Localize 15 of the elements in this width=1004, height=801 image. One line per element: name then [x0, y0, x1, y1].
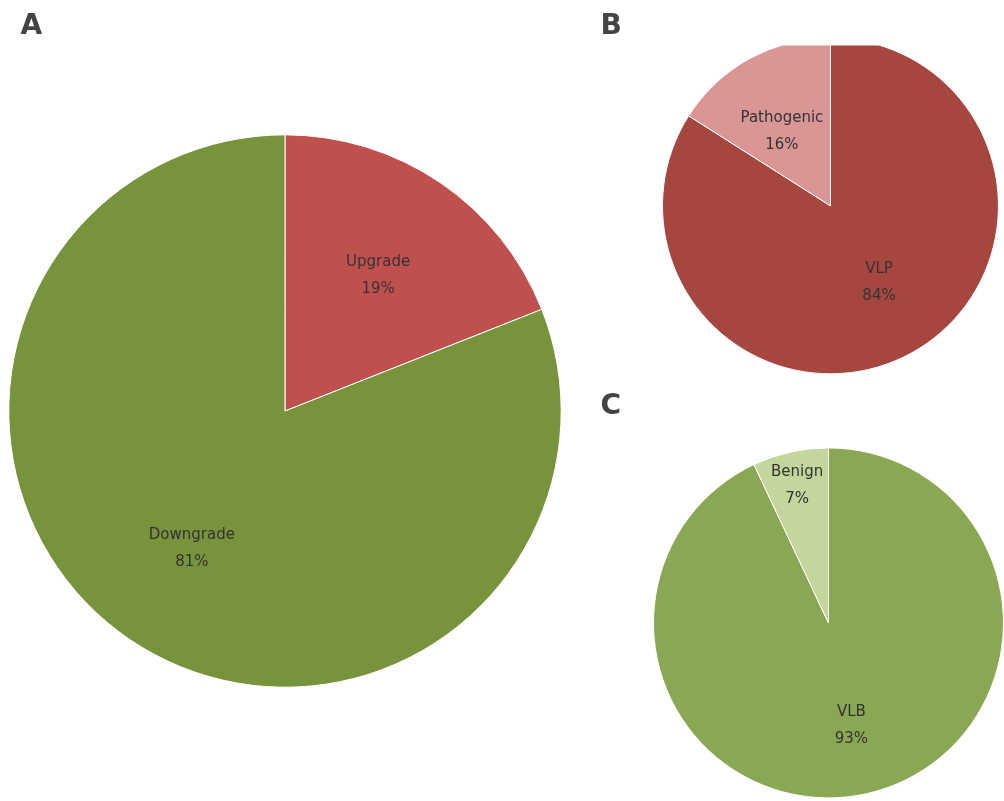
data-label: 19% [361, 279, 395, 298]
slice-label: VLP [865, 258, 893, 277]
slice-label: Benign [771, 462, 824, 481]
slice-label: Downgrade [148, 524, 235, 543]
chart-title: A [20, 7, 43, 41]
chart-title: B [600, 7, 622, 41]
data-label: 84% [862, 285, 896, 304]
slice-label: Upgrade [346, 252, 411, 271]
data-label: 81% [175, 551, 209, 570]
slice-label: Pathogenic [740, 108, 824, 127]
data-label: 16% [765, 135, 799, 154]
slice-label: VLB [836, 701, 866, 720]
data-label: 93% [834, 728, 869, 747]
data-label: 7% [785, 489, 810, 508]
chart-title: C [600, 387, 622, 421]
